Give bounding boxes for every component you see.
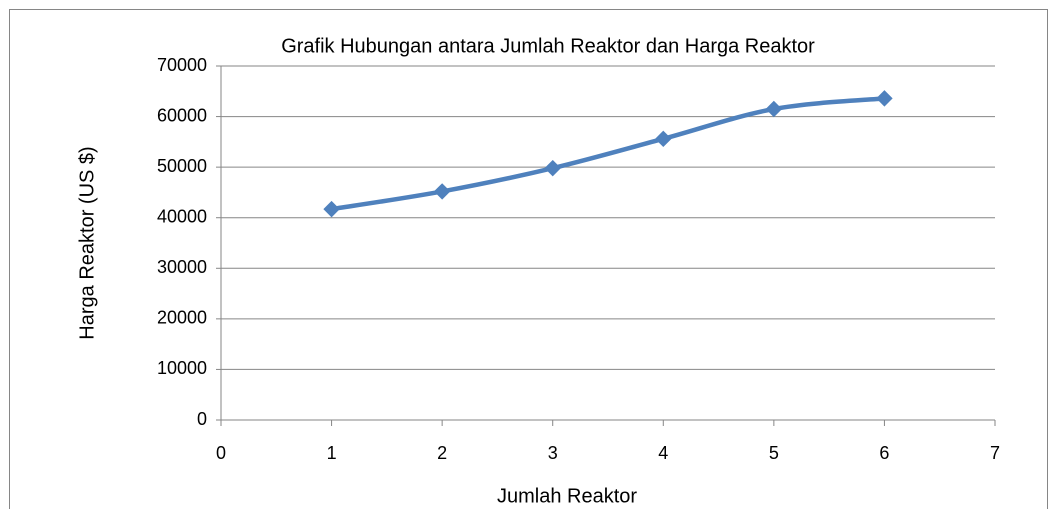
- data-point: [655, 130, 672, 148]
- x-tick-label: 0: [216, 443, 226, 463]
- x-axis-title: Jumlah Reaktor: [497, 485, 637, 507]
- y-tick-label: 0: [197, 409, 207, 429]
- chart-border: [9, 9, 1048, 509]
- data-point: [323, 200, 340, 218]
- x-tick-label: 5: [769, 443, 779, 463]
- x-tick-label: 1: [327, 443, 337, 463]
- y-tick-label: 50000: [157, 156, 207, 176]
- x-tick-label: 7: [990, 443, 1000, 463]
- y-tick-label: 40000: [157, 206, 207, 226]
- data-line: [331, 96, 885, 212]
- x-tick-label: 6: [879, 443, 889, 463]
- x-tick-label: 3: [548, 443, 558, 463]
- y-tick-label: 10000: [157, 358, 207, 378]
- data-point: [876, 90, 893, 107]
- data-point: [765, 100, 783, 118]
- x-tick-label: 2: [437, 443, 447, 463]
- chart-title: Grafik Hubungan antara Jumlah Reaktor da…: [281, 35, 815, 57]
- y-axis-title: Harga Reaktor (US $): [76, 146, 98, 339]
- y-tick-label: 70000: [157, 55, 207, 75]
- data-point: [544, 159, 561, 177]
- y-tick-label: 20000: [157, 308, 207, 328]
- x-tick-label: 4: [658, 443, 668, 463]
- data-point: [433, 183, 451, 200]
- y-tick-label: 30000: [157, 257, 207, 277]
- y-tick-label: 60000: [157, 105, 207, 125]
